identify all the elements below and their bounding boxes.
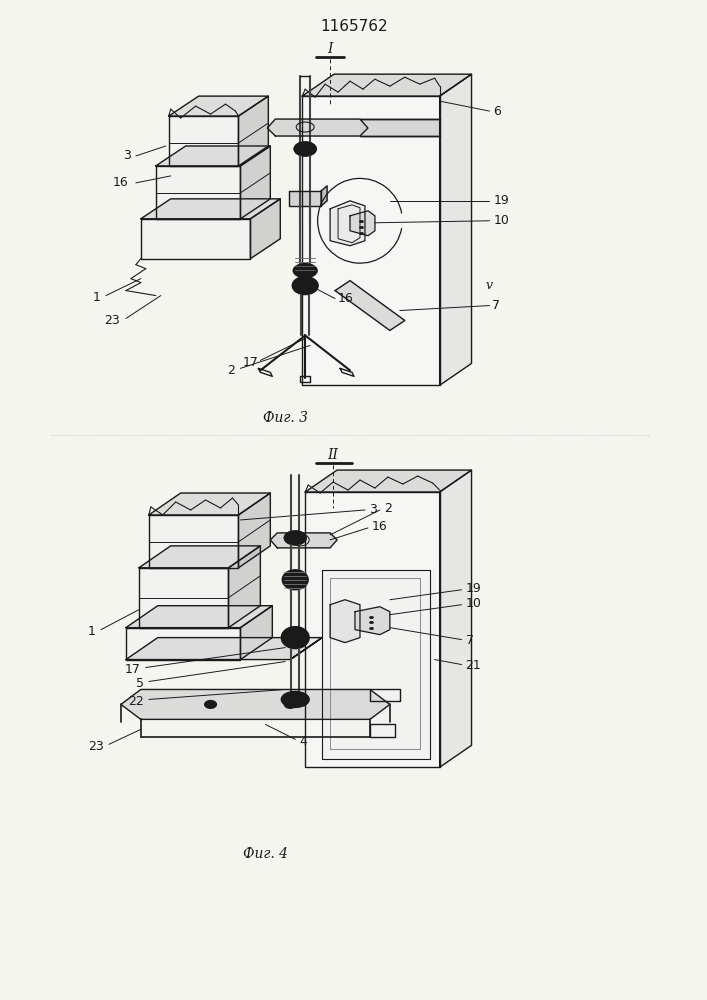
Ellipse shape [294,142,316,156]
Polygon shape [141,219,250,259]
Text: 1: 1 [93,291,101,304]
Ellipse shape [284,700,296,708]
Polygon shape [302,96,440,385]
Text: 10: 10 [465,597,481,610]
Text: 23: 23 [104,314,120,327]
Text: v: v [486,279,493,292]
Text: 3: 3 [369,503,377,516]
Polygon shape [228,546,260,628]
Ellipse shape [284,531,306,545]
Polygon shape [139,546,260,568]
Text: 17: 17 [125,663,141,676]
Polygon shape [289,191,321,206]
Polygon shape [156,166,240,219]
Polygon shape [360,119,440,136]
Polygon shape [330,600,360,643]
Text: 6: 6 [493,105,501,118]
Polygon shape [305,492,440,767]
Polygon shape [267,119,368,136]
Polygon shape [350,211,375,236]
Ellipse shape [281,691,309,707]
Text: 19: 19 [493,194,509,207]
Ellipse shape [204,700,216,708]
Text: 1: 1 [88,625,96,638]
Text: Фиг. 3: Фиг. 3 [263,411,308,425]
Text: II: II [327,448,339,462]
Text: 7: 7 [465,634,474,647]
Text: 4: 4 [299,735,307,748]
Polygon shape [305,470,472,492]
Polygon shape [335,281,405,330]
Text: 16: 16 [338,292,354,305]
Polygon shape [440,74,472,385]
Text: 2: 2 [384,502,392,515]
Polygon shape [321,186,327,206]
Polygon shape [270,533,337,548]
Text: 17: 17 [243,356,258,369]
Text: 2: 2 [228,364,235,377]
Polygon shape [126,606,272,628]
Polygon shape [250,199,280,259]
Polygon shape [355,607,390,635]
Polygon shape [440,470,472,767]
Text: Фиг. 4: Фиг. 4 [243,847,288,861]
Ellipse shape [292,277,318,295]
Text: 19: 19 [465,582,481,595]
Polygon shape [139,568,228,628]
Polygon shape [240,606,272,660]
Ellipse shape [293,264,317,278]
Polygon shape [126,638,322,660]
Polygon shape [322,570,435,759]
Polygon shape [240,146,270,219]
Ellipse shape [282,570,308,590]
Text: I: I [327,42,333,56]
Polygon shape [141,199,280,219]
Polygon shape [238,493,270,568]
Polygon shape [169,116,238,166]
Polygon shape [121,689,390,719]
Text: 3: 3 [123,149,131,162]
Polygon shape [126,628,240,660]
Polygon shape [330,201,365,246]
Polygon shape [148,515,238,568]
Text: 16: 16 [372,520,387,533]
Text: 5: 5 [136,677,144,690]
Polygon shape [169,96,269,116]
Text: 7: 7 [493,299,501,312]
Polygon shape [156,146,270,166]
Text: 22: 22 [128,695,144,708]
Ellipse shape [281,627,309,649]
Text: 16: 16 [113,176,129,189]
Polygon shape [148,493,270,515]
Polygon shape [238,96,269,166]
Text: 1165762: 1165762 [320,19,388,34]
Text: 21: 21 [465,659,481,672]
Text: 23: 23 [88,740,104,753]
Polygon shape [302,74,472,96]
Text: 10: 10 [493,214,509,227]
